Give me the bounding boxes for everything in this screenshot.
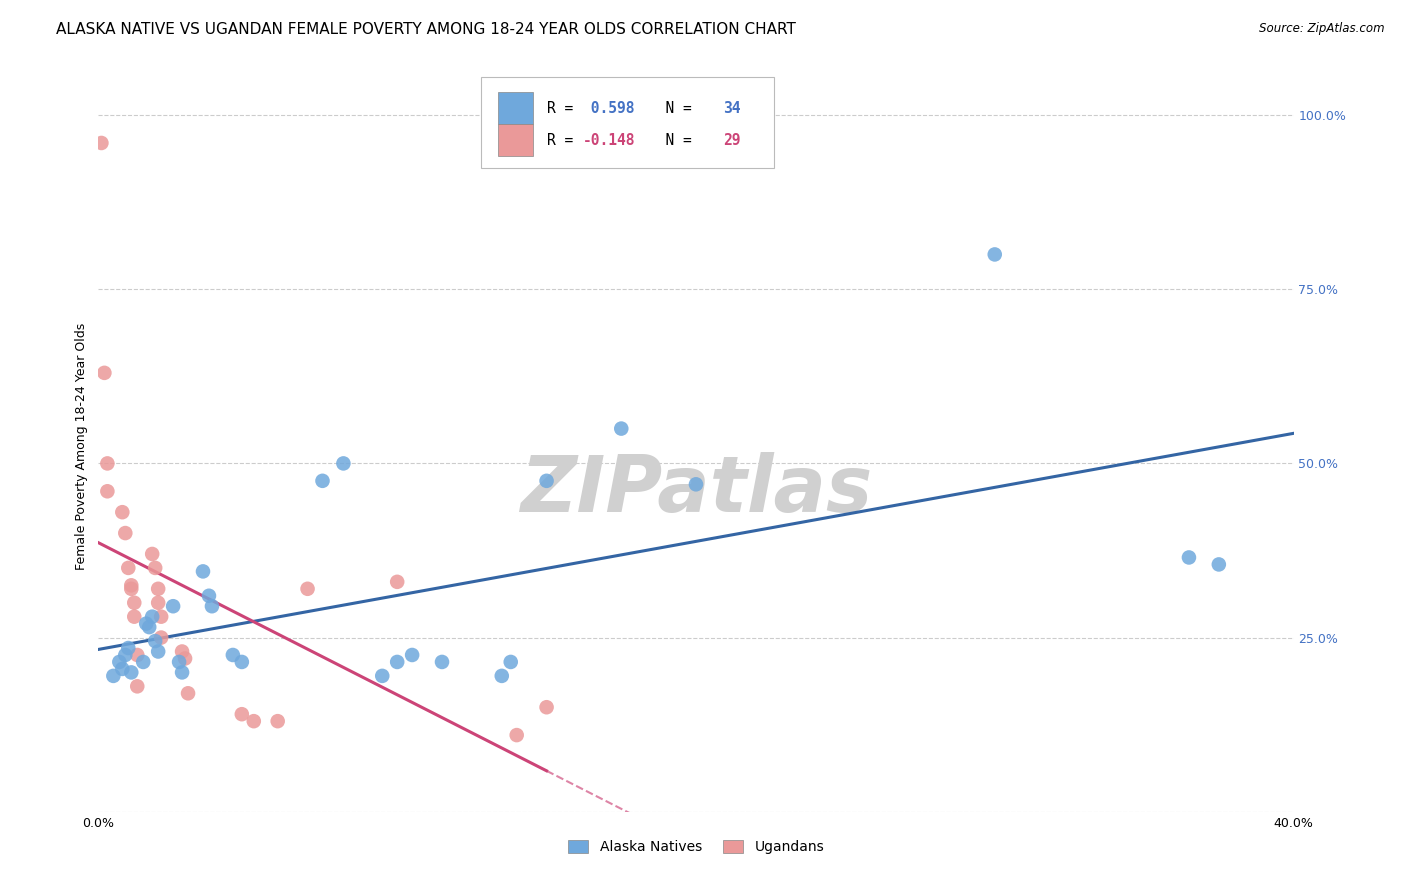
Point: [114, 648, 136, 662]
Point: [120, 665, 142, 680]
Point: [499, 655, 522, 669]
Point: [143, 561, 166, 575]
Point: [120, 582, 142, 596]
Point: [243, 714, 266, 728]
Point: [198, 589, 221, 603]
Point: [93, 366, 115, 380]
Point: [371, 669, 394, 683]
Point: [332, 457, 354, 471]
Text: Source: ZipAtlas.com: Source: ZipAtlas.com: [1260, 22, 1385, 36]
Point: [150, 631, 173, 645]
Text: N =: N =: [648, 101, 700, 116]
Point: [385, 574, 409, 589]
Point: [536, 474, 558, 488]
Point: [138, 620, 160, 634]
Point: [141, 609, 163, 624]
Point: [506, 728, 529, 742]
Point: [297, 582, 319, 596]
Point: [685, 477, 707, 491]
Point: [610, 421, 633, 435]
Point: [114, 526, 136, 541]
Point: [491, 669, 513, 683]
FancyBboxPatch shape: [498, 92, 533, 124]
Point: [117, 561, 139, 575]
Point: [1178, 550, 1201, 565]
FancyBboxPatch shape: [481, 77, 773, 168]
Point: [103, 669, 125, 683]
Text: 29: 29: [724, 133, 741, 148]
Point: [132, 655, 155, 669]
Point: [143, 634, 166, 648]
Point: [201, 599, 224, 614]
Point: [385, 655, 409, 669]
Text: 0.598: 0.598: [582, 101, 636, 116]
Point: [90, 136, 112, 150]
Point: [127, 648, 149, 662]
Point: [984, 247, 1007, 261]
Point: [111, 662, 134, 676]
Point: [231, 707, 253, 722]
Point: [141, 547, 163, 561]
Point: [135, 616, 157, 631]
FancyBboxPatch shape: [498, 124, 533, 156]
Point: [124, 609, 146, 624]
Point: [111, 505, 134, 519]
Text: ZIPatlas: ZIPatlas: [520, 452, 872, 528]
Point: [108, 655, 131, 669]
Text: R =: R =: [547, 133, 582, 148]
Point: [148, 596, 170, 610]
Legend: Alaska Natives, Ugandans: Alaska Natives, Ugandans: [562, 835, 830, 860]
Point: [191, 565, 214, 579]
Point: [167, 655, 190, 669]
Point: [174, 651, 197, 665]
Point: [172, 644, 194, 658]
Text: 34: 34: [724, 101, 741, 116]
Point: [127, 679, 149, 693]
Point: [96, 457, 118, 471]
Point: [231, 655, 253, 669]
Point: [148, 644, 170, 658]
Point: [172, 665, 194, 680]
Point: [150, 609, 173, 624]
Text: R =: R =: [547, 101, 582, 116]
Point: [120, 578, 142, 592]
Text: N =: N =: [648, 133, 700, 148]
Point: [117, 640, 139, 655]
Point: [267, 714, 290, 728]
Point: [96, 484, 118, 499]
Point: [1208, 558, 1230, 572]
Y-axis label: Female Poverty Among 18-24 Year Olds: Female Poverty Among 18-24 Year Olds: [75, 322, 89, 570]
Text: -0.148: -0.148: [582, 133, 636, 148]
Point: [148, 582, 170, 596]
Point: [177, 686, 200, 700]
Point: [311, 474, 333, 488]
Point: [430, 655, 453, 669]
Point: [536, 700, 558, 714]
Point: [401, 648, 423, 662]
Text: ALASKA NATIVE VS UGANDAN FEMALE POVERTY AMONG 18-24 YEAR OLDS CORRELATION CHART: ALASKA NATIVE VS UGANDAN FEMALE POVERTY …: [56, 22, 796, 37]
Point: [124, 596, 146, 610]
Point: [162, 599, 184, 614]
Point: [222, 648, 245, 662]
